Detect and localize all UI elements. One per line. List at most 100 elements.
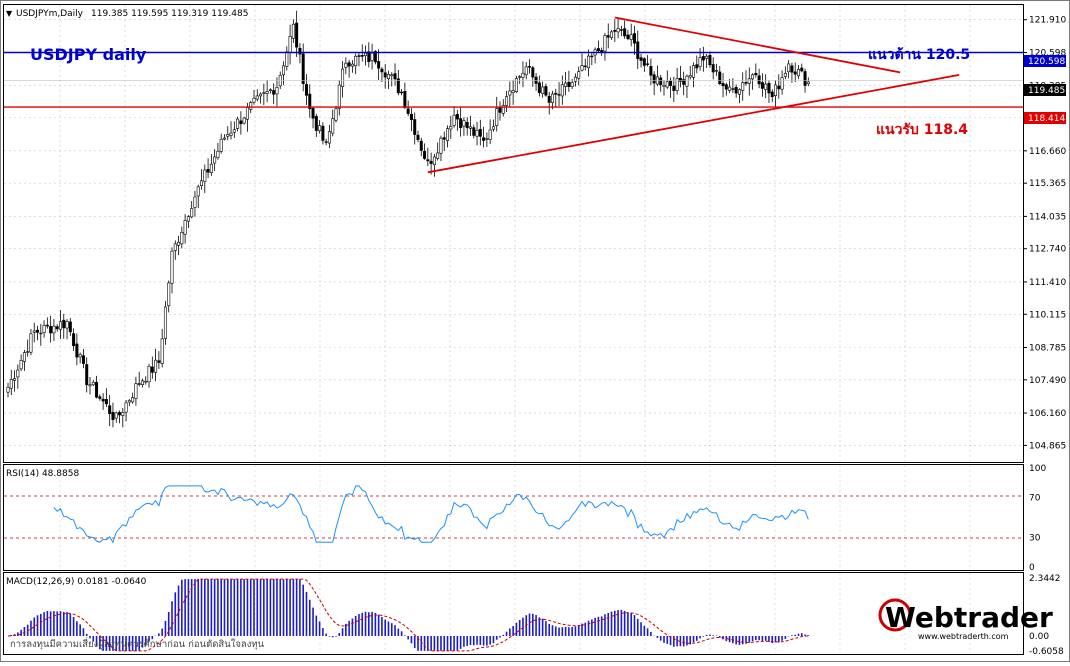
price-tick-label: 108.785 bbox=[1029, 344, 1066, 354]
candle-body bbox=[104, 399, 108, 405]
current-price-label: 119.485 bbox=[1028, 86, 1065, 96]
candle-body bbox=[22, 352, 26, 362]
disclaimer-text: การลงทุนมีความเสี่ยงผู้ลงทุนควรศึกษาก่อน… bbox=[10, 637, 265, 650]
main-grid bbox=[4, 5, 1023, 462]
candle-body bbox=[108, 405, 112, 414]
rsi-tick-label: 30 bbox=[1029, 533, 1041, 543]
candle-body bbox=[632, 33, 636, 44]
candle-body bbox=[55, 326, 59, 330]
candle-body bbox=[705, 55, 709, 59]
candle-body bbox=[393, 73, 397, 80]
candle-body bbox=[665, 81, 669, 88]
candle-body bbox=[170, 250, 174, 284]
rsi-tick-label: 100 bbox=[1029, 464, 1046, 474]
rsi-label: RSI(14) 48.8858 bbox=[6, 469, 79, 479]
candle-body bbox=[42, 324, 46, 333]
candle-body bbox=[714, 70, 718, 72]
candle-body bbox=[708, 55, 712, 66]
candle-body bbox=[482, 137, 486, 141]
candle-body bbox=[570, 82, 574, 87]
candle-body bbox=[275, 87, 279, 95]
candle-body bbox=[760, 82, 764, 89]
candle-body bbox=[118, 412, 122, 416]
candle-body bbox=[787, 63, 791, 73]
resistance-price-label: 120.598 bbox=[1028, 57, 1065, 67]
candle-body bbox=[587, 55, 591, 69]
candle-body bbox=[91, 381, 95, 386]
candle-body bbox=[462, 120, 466, 127]
candle-body bbox=[790, 65, 794, 73]
webtrader-logo: Webtrader www.webtraderth.com bbox=[878, 598, 1053, 641]
rsi-tick-label: 70 bbox=[1029, 494, 1041, 504]
candle-body bbox=[636, 41, 640, 59]
price-tick-label: 107.490 bbox=[1029, 376, 1066, 386]
support-annotation: แนวรับ 118.4 bbox=[876, 122, 968, 138]
support-price-label: 118.414 bbox=[1028, 114, 1065, 124]
candle-body bbox=[672, 85, 676, 91]
candle-body bbox=[265, 91, 269, 94]
candle-body bbox=[649, 65, 653, 76]
symbol-header: USDJPYm,Daily bbox=[16, 9, 84, 19]
candle-body bbox=[121, 412, 125, 416]
candle-body bbox=[626, 34, 630, 40]
candle-body bbox=[777, 85, 781, 90]
candle-body bbox=[550, 93, 554, 103]
candle-body bbox=[695, 64, 699, 69]
candle-body bbox=[36, 329, 40, 333]
candle-body bbox=[629, 34, 633, 40]
candle-body bbox=[728, 86, 732, 91]
candle-body bbox=[639, 57, 643, 61]
candle-body bbox=[242, 117, 246, 124]
candle-body bbox=[685, 75, 689, 87]
candle-body bbox=[39, 332, 43, 335]
candle-body bbox=[564, 82, 568, 87]
candle-body bbox=[350, 63, 354, 67]
candle-body bbox=[757, 75, 761, 85]
candle-body bbox=[9, 379, 13, 389]
candle-body bbox=[219, 138, 223, 152]
candle-body bbox=[682, 79, 686, 85]
candle-body bbox=[222, 137, 226, 140]
main-price-panel bbox=[3, 4, 1024, 463]
candle-body bbox=[13, 378, 17, 381]
candle-body bbox=[396, 78, 400, 94]
candle-body bbox=[291, 23, 295, 39]
candle-body bbox=[52, 325, 56, 334]
candle-body bbox=[334, 108, 338, 121]
candle-body bbox=[439, 137, 443, 154]
candle-body bbox=[314, 116, 318, 131]
candle-body bbox=[459, 118, 463, 129]
candle-body bbox=[127, 400, 131, 403]
candle-body bbox=[98, 396, 102, 399]
candle-body bbox=[32, 330, 36, 333]
candle-body bbox=[81, 355, 85, 364]
candle-body bbox=[137, 383, 141, 385]
candle-body bbox=[147, 365, 151, 383]
candle-body bbox=[662, 84, 666, 87]
candle-body bbox=[386, 74, 390, 79]
macd-tick-label: -0.6058 bbox=[1029, 647, 1064, 657]
candle-body bbox=[226, 134, 230, 137]
upper-trendline[interactable] bbox=[614, 16, 901, 74]
candle-body bbox=[642, 58, 646, 66]
lower-trendline[interactable] bbox=[427, 74, 960, 174]
candle-body bbox=[183, 220, 187, 235]
candle-body bbox=[518, 76, 522, 78]
candle-body bbox=[193, 196, 197, 208]
candle-body bbox=[675, 78, 679, 91]
macd-label: MACD(12,26,9) 0.0181 -0.0640 bbox=[6, 577, 147, 587]
candle-body bbox=[783, 72, 787, 77]
dropdown-icon[interactable]: ▼ bbox=[6, 9, 13, 18]
price-tick-label: 104.865 bbox=[1029, 441, 1066, 451]
candle-body bbox=[721, 83, 725, 87]
candle-body bbox=[403, 91, 407, 108]
rsi-panel bbox=[3, 464, 1024, 571]
candle-body bbox=[344, 62, 348, 68]
candle-body bbox=[692, 65, 696, 78]
candle-body bbox=[537, 82, 541, 93]
candle-body bbox=[301, 53, 305, 84]
candle-body bbox=[163, 306, 167, 339]
candle-body bbox=[285, 51, 289, 67]
candle-body bbox=[308, 93, 312, 110]
